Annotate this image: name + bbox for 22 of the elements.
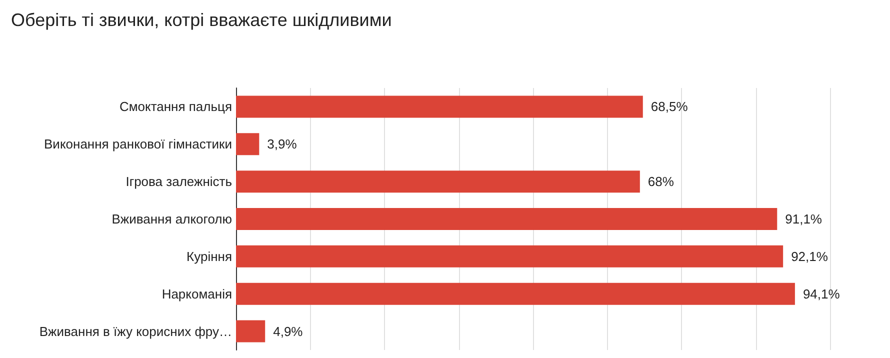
bar — [236, 96, 643, 118]
bar — [236, 208, 778, 230]
data-label: 68,5% — [650, 99, 688, 114]
data-label: 92,1% — [791, 248, 828, 264]
data-label: 91,1% — [785, 212, 822, 226]
y-tick-label: Смоктання пальця — [119, 99, 232, 114]
y-tick-label: Ігрова залежність — [126, 174, 232, 190]
bar — [236, 245, 784, 268]
y-tick-label: Виконання ранкової гімнастики — [44, 136, 232, 152]
bar — [236, 282, 795, 305]
data-label: 4,9% — [273, 324, 304, 339]
data-label: 94,1% — [802, 286, 840, 302]
y-tick-label: Вживання в їжу корисних фру… — [39, 324, 232, 339]
data-label: 68% — [648, 174, 674, 190]
bar — [236, 170, 640, 193]
chart-title: Оберіть ті звички, котрі вважаєте шкідливими — [11, 10, 392, 30]
bar — [236, 133, 260, 156]
data-label: 3,9% — [267, 136, 298, 152]
y-tick-label: Наркоманія — [162, 286, 232, 302]
y-tick-label: Куріння — [186, 248, 232, 264]
bar — [236, 320, 266, 342]
y-tick-label: Вживання алкоголю — [112, 212, 232, 226]
